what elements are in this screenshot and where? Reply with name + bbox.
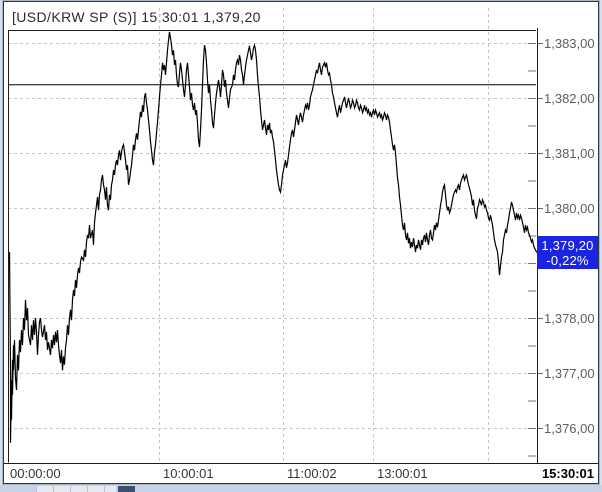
- y-axis-label: 1,383,00: [538, 34, 598, 52]
- y-axis-label-text: 1,378,00: [544, 310, 595, 326]
- y-axis-label-text: 1,376,00: [544, 420, 595, 436]
- y-axis-label: 1,377,00: [538, 364, 598, 382]
- x-axis-label: 11:00:02: [287, 466, 337, 481]
- y-axis-label-text: 1,380,00: [544, 200, 595, 216]
- price-polyline: [8, 31, 537, 443]
- y-axis-label: 1,382,00: [538, 89, 598, 107]
- background-window-fragment: [0, 485, 602, 492]
- y-axis-label-text: 1,383,00: [544, 35, 595, 51]
- y-axis-tick-mark: [538, 207, 543, 209]
- y-axis-tick-mark: [538, 427, 543, 429]
- y-axis-tick-mark: [538, 42, 543, 44]
- x-axis-strip: 00:00:00 10:00:01 11:00:02 13:00:01 15:30:01: [4, 463, 598, 483]
- y-axis-label: 1,381,00: [538, 144, 598, 162]
- x-axis-label: 15:30:01: [541, 466, 594, 481]
- background-window-tile: [36, 486, 116, 492]
- y-axis-panel: 1,383,001,382,001,381,001,380,001,379,00…: [538, 2, 598, 463]
- y-axis-tick-mark: [538, 317, 543, 319]
- y-axis-tick-mark: [538, 152, 543, 154]
- price-line-chart[interactable]: [8, 6, 537, 463]
- y-axis-tick-mark: [538, 372, 543, 374]
- x-axis-label: 13:00:01: [377, 466, 428, 481]
- y-axis-tick-mark: [538, 97, 543, 99]
- chart-title: [USD/KRW SP (S)] 15:30:01 1,379,20: [12, 9, 261, 25]
- y-axis-label-text: 1,381,00: [544, 145, 595, 161]
- x-axis-label: 00:00:00: [10, 466, 61, 481]
- badge-price: 1,379,20: [541, 237, 594, 253]
- badge-change-pct: -0,22%: [546, 252, 589, 268]
- y-axis-label: 1,378,00: [538, 309, 598, 327]
- y-axis-label-text: 1,382,00: [544, 90, 595, 106]
- background-window-tile-dark: [118, 486, 135, 492]
- y-axis-label: 1,376,00: [538, 419, 598, 437]
- chart-window-content: [USD/KRW SP (S)] 15:30:01 1,379,20 1,383…: [4, 2, 598, 483]
- y-axis-label: 1,380,00: [538, 199, 598, 217]
- y-axis-label-text: 1,377,00: [544, 365, 595, 381]
- x-axis-label: 10:00:01: [163, 466, 214, 481]
- current-price-badge: 1,379,20 -0,22%: [537, 236, 598, 269]
